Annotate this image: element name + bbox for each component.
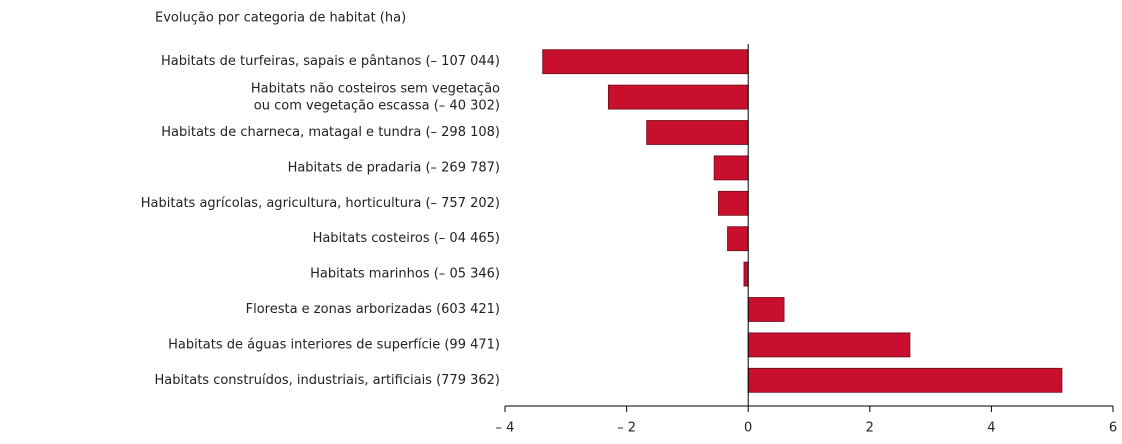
y-tick-label: Habitats construídos, industriais, artif… xyxy=(155,373,500,388)
bar xyxy=(747,367,1063,393)
bar xyxy=(727,226,749,252)
bar xyxy=(646,120,749,145)
y-tick-label-line: Habitats não costeiros sem vegetação xyxy=(251,81,500,96)
y-tick-label: Habitats de turfeiras, sapais e pântanos… xyxy=(161,54,500,69)
y-tick-label: Habitats de charneca, matagal e tundra (… xyxy=(161,125,500,140)
bar xyxy=(718,190,749,216)
y-tick-label: Habitats marinhos (– 05 346) xyxy=(310,267,500,282)
bar xyxy=(747,297,785,322)
bar xyxy=(743,261,749,287)
y-tick-label-line: ou com vegetação escassa (– 40 302) xyxy=(254,98,500,113)
y-tick-label: Habitats não costeiros sem vegetação ou c… xyxy=(251,81,500,113)
y-tick-label: Floresta e zonas arborizadas (603 421) xyxy=(246,302,500,317)
x-tick-label: – 4 xyxy=(496,421,515,436)
bar xyxy=(542,49,749,75)
x-tick-label: 4 xyxy=(987,421,995,436)
chart-title: Evolução por categoria de habitat (ha) xyxy=(155,11,406,26)
x-tick-label: – 2 xyxy=(617,421,636,436)
y-tick-label: Habitats de águas interiores de superfíc… xyxy=(168,337,500,352)
bar xyxy=(713,155,749,181)
x-tick-label: 6 xyxy=(1109,421,1117,436)
bar xyxy=(607,84,749,110)
bar xyxy=(747,332,911,358)
y-tick-label: Habitats agrícolas, agricultura, horticu… xyxy=(141,196,500,211)
x-tick-label: 0 xyxy=(744,421,752,436)
y-tick-label: Habitats costeiros (– 04 465) xyxy=(313,231,500,246)
y-tick-label: Habitats de pradaria (– 269 787) xyxy=(288,160,500,175)
x-tick-label: 2 xyxy=(866,421,874,436)
